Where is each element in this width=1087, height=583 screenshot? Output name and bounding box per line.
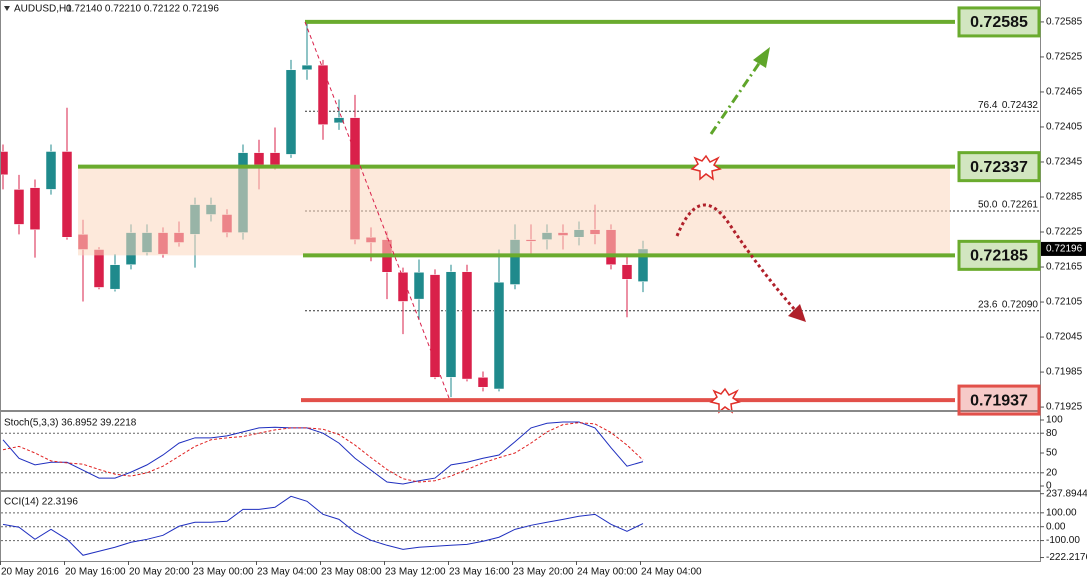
x-tick-label: 24 May 00:00 [577,567,638,578]
data-layer [0,19,955,556]
candle-body [0,151,9,176]
y-tick-label: 0.71925 [1046,402,1083,413]
candle-body [477,377,489,388]
indicator-y-tick-label: 0.00 [1046,521,1066,532]
indicator-y-tick-label: 100 [1046,415,1063,426]
indicator-title: CCI(14) 22.3196 [4,497,78,508]
x-tick-label: 20 May 16:00 [65,567,126,578]
candle-body [301,64,313,71]
indicator-line [2,422,644,483]
candle-body [29,187,41,230]
x-tick-label: 23 May 00:00 [193,567,254,578]
level-label: 0.72185 [970,248,1028,265]
bullish-arrow-head [753,47,770,68]
candle-body [253,152,265,166]
fib-price: 0.72090 [1002,299,1039,310]
price-tag-label: 0.72196 [1046,244,1083,255]
x-tick-label: 23 May 20:00 [513,567,574,578]
candle-body [397,272,409,302]
indicator-y-tick-label: 100.00 [1046,507,1077,518]
indicator-y-tick-label: 20 [1046,467,1058,478]
breakout-star [709,387,741,414]
y-tick-label: 0.72105 [1046,297,1083,308]
candle-body [45,151,57,190]
main-pane-frame [0,0,1041,411]
breakout-star [690,154,722,181]
range-zone [78,166,950,256]
y-tick-label: 0.71985 [1046,367,1083,378]
fib-ratio: 50.0 [978,200,998,211]
y-tick-label: 0.72465 [1046,87,1083,98]
x-tick-label: 24 May 04:00 [641,567,702,578]
level-box [957,384,1041,416]
candle-body [445,271,457,378]
level-label: 0.72337 [970,159,1028,176]
level-label: 0.71937 [970,392,1028,409]
fib-price: 0.72261 [1002,200,1039,211]
x-tick-label: 23 May 16:00 [449,567,510,578]
indicator-line [2,495,644,556]
candle-body [109,264,121,290]
candle-body [269,152,281,166]
candle-body [413,272,425,300]
y-tick-label: 0.72345 [1046,157,1083,168]
candle-body [333,117,345,124]
x-tick-label: 20 May 2016 [1,567,59,578]
y-tick-label: 0.72045 [1046,332,1083,343]
level-box [957,239,1041,271]
x-tick-label: 23 May 08:00 [321,567,382,578]
y-tick-label: 0.72225 [1046,227,1083,238]
price-tag [1041,241,1086,256]
indicator-title: Stoch(5,3,3) 36.8952 39.2218 [4,418,137,429]
y-tick-label: 0.72405 [1046,122,1083,133]
y-tick-label: 0.72165 [1046,262,1083,273]
level-box [957,6,1041,38]
candle-body [13,189,25,225]
x-tick-label: 23 May 04:00 [257,567,318,578]
fib-price: 0.72432 [1002,100,1039,111]
fib-ratio: 23.6 [978,299,998,310]
indicator-y-tick-label: 50 [1046,448,1058,459]
x-tick-label: 23 May 12:00 [385,567,446,578]
stoch-pane-frame [0,411,1041,491]
fib-ratio: 76.4 [978,100,998,111]
y-tick-label: 0.72525 [1046,52,1083,63]
indicator-line [2,421,644,485]
indicator-y-tick-label: 237.8944 [1046,488,1087,499]
candle-body [285,69,297,155]
candle-body [461,271,473,380]
candle-body [429,274,441,378]
indicator-y-tick-label: 80 [1046,428,1058,439]
candle-body [61,151,73,238]
level-label: 0.72585 [970,14,1028,31]
level-box [957,151,1041,183]
x-tick-label: 20 May 20:00 [129,567,190,578]
indicator-y-tick-label: 0 [1046,481,1052,492]
y-tick-label: 0.72585 [1046,17,1083,28]
candle-body [493,281,505,390]
candle-body [317,64,329,125]
candle-body [621,264,633,280]
symbol-title: AUDUSD,H1 [14,4,72,15]
indicator-y-tick-label: -100.00 [1046,535,1080,546]
y-tick-label: 0.72285 [1046,192,1083,203]
bearish-arrow-head [788,304,806,322]
ohlc-readout: 0.72140 0.72210 0.72122 0.72196 [66,4,219,15]
symbol-icon [4,6,10,11]
indicator-y-tick-label: -222.2176 [1046,552,1087,563]
bullish-arrow-line [709,61,762,135]
